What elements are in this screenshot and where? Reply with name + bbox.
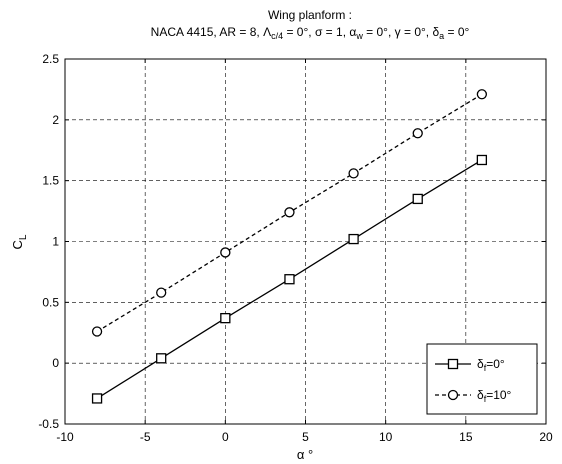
y-tick-label: 0 <box>52 356 59 370</box>
x-tick-label: 20 <box>539 430 553 444</box>
title-delta-sub: a <box>439 31 444 41</box>
data-point-square <box>284 274 295 285</box>
data-point-square <box>412 193 423 205</box>
chart-title-line1: Wing planform : <box>268 8 352 22</box>
x-tick-label: 5 <box>302 430 309 444</box>
title-alpha-value: = 0°, <box>363 25 395 39</box>
y-tick-label: 0.5 <box>42 295 59 309</box>
data-point-circle <box>348 168 359 179</box>
title-alpha-sub: w <box>355 31 363 41</box>
title-delta-symbol: δ <box>432 25 439 39</box>
data-point-circle <box>476 89 488 100</box>
data-point-square <box>91 393 103 404</box>
x-axis-label: α ° <box>297 447 313 462</box>
y-tick-label: -0.5 <box>38 417 59 431</box>
data-point-square <box>476 154 488 166</box>
x-tick-label: 10 <box>379 430 393 444</box>
legend-marker-circle <box>447 389 459 401</box>
data-point-circle <box>156 287 167 298</box>
data-point-circle <box>412 128 423 139</box>
data-point-circle <box>284 207 295 218</box>
x-tick-label: -5 <box>140 430 151 444</box>
x-tick-label: 0 <box>222 430 229 444</box>
title-sweep-sub: c/4 <box>271 31 283 41</box>
title-prefix: NACA 4415, AR = 8, <box>151 25 263 39</box>
data-point-square <box>156 353 167 364</box>
legend-label: δf=10° <box>477 388 512 404</box>
x-tick-label: 15 <box>459 430 473 444</box>
chart-title-line2: NACA 4415, AR = 8, Λc/4 = 0°, σ = 1, αw … <box>151 25 470 41</box>
title-gamma: γ = 0°, <box>395 25 433 39</box>
y-axis-label-main: C <box>10 240 25 249</box>
series-0 <box>91 154 488 404</box>
title-sweep-value: = 0°, <box>283 25 315 39</box>
title-sweep-symbol: Λ <box>263 25 271 39</box>
legend: δf=0° δf=10° <box>426 343 538 415</box>
y-tick-label: 1.5 <box>42 174 59 188</box>
data-point-square <box>348 233 359 245</box>
title-delta-value: = 0° <box>444 25 469 39</box>
y-tick-label: 1 <box>52 235 59 249</box>
plot-frame <box>64 58 547 425</box>
legend-label: δf=0° <box>477 357 505 373</box>
title-sigma: σ = 1, <box>315 25 349 39</box>
data-point-circle <box>220 247 231 258</box>
title-alpha-symbol: α <box>349 25 356 39</box>
data-point-square <box>220 312 231 324</box>
y-axis-label-sub: L <box>18 234 29 240</box>
y-tick-label: 2.5 <box>42 52 59 66</box>
legend-entry-1: δf=10° <box>435 388 512 404</box>
legend-entry-0: δf=0° <box>435 357 505 373</box>
y-axis-label: CL <box>10 234 29 249</box>
series-1 <box>91 89 488 337</box>
legend-box <box>426 343 538 415</box>
legend-marker-square <box>447 358 459 370</box>
data-series <box>91 89 488 404</box>
data-point-circle <box>91 326 103 337</box>
x-tick-label: -10 <box>56 430 74 444</box>
y-tick-label: 2 <box>52 113 59 127</box>
